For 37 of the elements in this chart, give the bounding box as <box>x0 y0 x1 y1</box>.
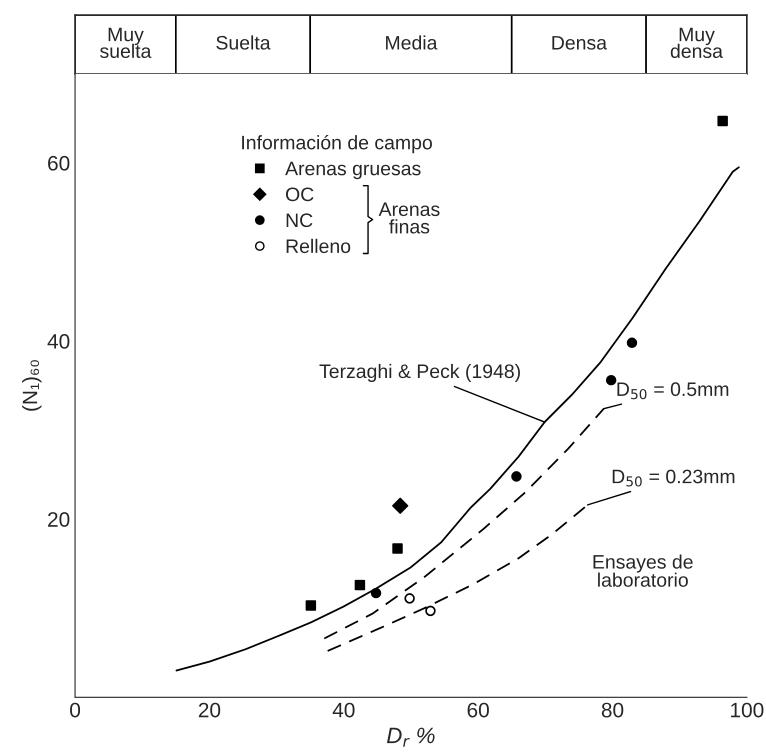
data-label: Media <box>386 35 438 50</box>
x-axis-title: D$_{r}$ % <box>386 728 435 747</box>
x-tick-label: 80 <box>602 702 624 718</box>
legend-label: OC <box>286 187 314 202</box>
point <box>306 600 316 611</box>
x-tick-label: 100 <box>731 702 764 718</box>
annotation: Terzaghi & Peck (1948) <box>319 364 520 382</box>
y-tick-label: 40 <box>48 334 70 349</box>
x-tick-label: 20 <box>198 702 220 718</box>
point <box>717 116 728 126</box>
point <box>606 374 616 386</box>
y-tick-label: 20 <box>48 512 70 527</box>
point <box>425 606 436 616</box>
legend-label: NC <box>286 213 312 228</box>
data-label: Muy densa <box>670 28 723 58</box>
annotation: Arenas finas <box>378 202 440 234</box>
legend-label: Arenas gruesas <box>285 162 421 180</box>
point <box>392 498 408 514</box>
point <box>511 471 522 482</box>
point <box>404 593 415 604</box>
point <box>392 543 403 554</box>
point <box>626 338 638 348</box>
x-tick-label: 60 <box>468 702 489 718</box>
legend-label: Relleno <box>286 238 350 254</box>
point <box>354 580 366 590</box>
y-axis-title: (N₁)₆₀ <box>22 360 42 411</box>
data-label: Densa <box>552 36 608 50</box>
annotation: Ensayes de laboratorio <box>594 554 693 587</box>
x-tick-label: 0 <box>70 702 80 718</box>
y-tick-label: 60 <box>48 156 70 171</box>
point <box>370 588 382 598</box>
data-label: Muy suelta <box>100 28 152 58</box>
annotation: D$_{50}$ = 0.5mm <box>617 382 728 400</box>
legend-title: Información de campo <box>242 134 432 154</box>
data-label: Suelta <box>216 35 271 50</box>
annotation: D$_{50}$ = 0.23mm <box>612 470 734 487</box>
x-tick-label: 40 <box>332 702 355 718</box>
